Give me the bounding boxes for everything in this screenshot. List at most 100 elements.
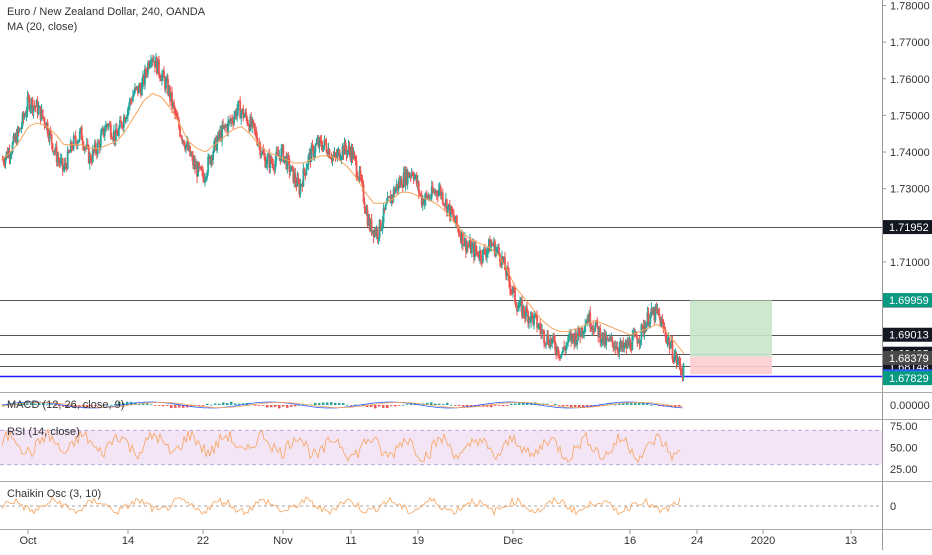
candle-body [253,122,256,129]
candle-body [558,355,561,357]
candle-body [265,164,268,168]
candle-body [232,121,235,124]
price-axis-label-text: 1.67829 [889,373,929,385]
candle-body [320,140,323,147]
candle-body [411,172,414,176]
macd-bar [566,405,569,407]
y-tick-label: 1.71000 [890,257,930,269]
candle-body [247,123,250,126]
candle-body [427,196,430,199]
macd-bar [430,402,433,405]
candle-body [54,146,57,153]
candle-body [626,340,629,349]
macd-bar [58,405,61,407]
macd-bar [646,402,649,405]
candle-body [266,156,269,165]
candle-body [602,332,605,344]
candle-body [164,77,166,89]
candle-body [470,245,473,254]
x-tick-label: 13 [845,535,857,547]
candle-body [61,158,64,170]
candle-body [82,144,85,150]
macd-bar [386,405,389,409]
candle-body [462,244,465,246]
candle-body [436,194,439,197]
candle-body [637,341,640,344]
candle-body [544,343,546,345]
candle-body [223,125,226,128]
macd-bar [538,403,541,405]
macd-bar [586,405,589,407]
candle-body [474,245,477,252]
candle-body [574,332,577,345]
macd-bar [6,404,9,406]
candle-body [199,166,201,168]
candle-body [324,139,327,144]
candle-body [47,134,50,140]
candle-body [569,333,572,336]
candle-body [224,125,227,127]
candle-body [244,112,247,116]
candle-body [459,235,462,243]
macd-bar [678,405,681,407]
candle-body [263,153,266,157]
candle-body [344,141,347,150]
target-zone [690,300,772,357]
candle-body [573,336,576,345]
candle-body [489,239,491,252]
candle-body [166,79,168,81]
candle-body [362,184,365,203]
candle-body [267,154,270,157]
candle-body [646,312,649,324]
candle-body [76,142,79,147]
macd-bar [442,404,445,405]
candle-body [165,80,167,89]
macd-bar [394,405,397,407]
candle-body [210,156,213,164]
macd-bar [174,405,177,408]
candle-body [363,202,366,209]
candle-body [432,191,435,193]
candle-body [287,155,290,159]
candle-body [571,333,574,342]
candle-body [221,124,224,140]
candle-body [276,151,279,153]
candle-body [63,163,66,170]
candle-body [350,147,353,160]
candle-body [575,332,578,345]
candle-body [511,289,513,292]
macd-bar [90,405,93,406]
candle-body [72,136,75,149]
candle-body [252,119,255,123]
candle-body [586,318,589,324]
candle-body [542,330,544,332]
candle-body [545,343,547,345]
candle-body [386,197,389,203]
candle-body [91,149,94,162]
macd-bar [86,405,89,408]
candle-body [183,140,185,146]
candle-body [39,106,42,121]
macd-bar [498,405,501,406]
macd-bar [618,403,621,405]
candle-body [631,336,634,351]
candle-body [175,113,177,115]
candle-body [275,151,278,161]
macd-bar [502,405,505,407]
y-tick-label: 1.77000 [890,37,930,49]
candle-body [612,342,615,348]
candle-body [95,152,98,154]
candle-body [330,158,333,160]
candle-body [196,165,198,177]
candle-body [126,108,129,117]
candle-body [372,230,375,237]
candle-body [446,205,449,213]
candle-body [560,354,563,358]
candle-body [534,313,536,315]
candle-body [73,136,76,138]
candle-body [181,136,183,141]
candle-body [217,132,220,141]
candle-body [582,331,585,335]
